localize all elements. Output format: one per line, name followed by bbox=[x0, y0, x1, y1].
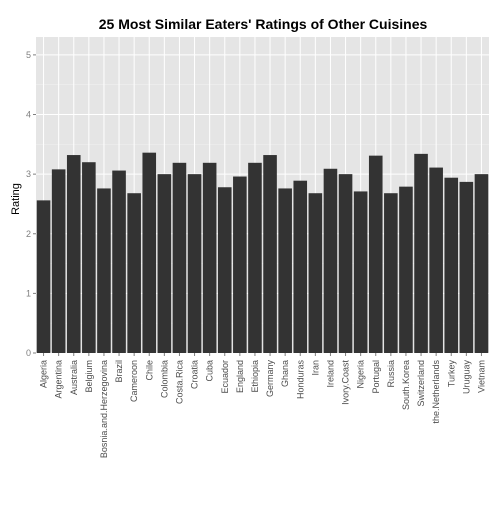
bar bbox=[444, 177, 459, 353]
x-tick-label: Uruguay bbox=[461, 360, 471, 395]
x-tick-label: Chile bbox=[144, 360, 154, 381]
bar bbox=[399, 186, 413, 353]
x-tick-label: Brazil bbox=[114, 360, 124, 383]
bar bbox=[429, 167, 443, 353]
x-tick-label: Ireland bbox=[325, 360, 335, 388]
bar bbox=[233, 176, 247, 353]
bar bbox=[263, 155, 277, 353]
bar bbox=[51, 169, 66, 353]
x-tick-label: Turkey bbox=[446, 360, 456, 388]
x-tick-label: Portugal bbox=[371, 360, 381, 394]
bar bbox=[368, 155, 383, 353]
bar bbox=[82, 162, 96, 353]
x-tick-label: Ecuador bbox=[220, 360, 230, 394]
y-tick-label: 1 bbox=[26, 288, 31, 298]
bar bbox=[338, 174, 353, 353]
x-tick-label: Germany bbox=[265, 360, 275, 398]
x-tick-label: Cuba bbox=[205, 360, 215, 382]
x-tick-label: Cameroon bbox=[129, 360, 139, 402]
bar bbox=[414, 153, 428, 353]
y-axis-label: Rating bbox=[10, 183, 22, 215]
bar bbox=[36, 200, 51, 353]
bar bbox=[459, 181, 474, 353]
bar bbox=[66, 155, 81, 353]
x-tick-label: Ghana bbox=[280, 360, 290, 387]
bar bbox=[187, 174, 202, 353]
x-tick-label: Nigeria bbox=[356, 360, 366, 389]
x-tick-label: Croatia bbox=[190, 360, 200, 389]
bar bbox=[202, 162, 217, 353]
bars bbox=[36, 152, 489, 353]
y-tick-label: 4 bbox=[26, 110, 31, 120]
bar bbox=[278, 188, 292, 353]
bar bbox=[172, 162, 187, 353]
x-tick-label: Russia bbox=[386, 360, 396, 388]
bar bbox=[112, 170, 126, 353]
plot-panel bbox=[36, 37, 489, 353]
y-axis: 0 1 2 3 4 5 bbox=[26, 50, 36, 358]
bar bbox=[308, 193, 323, 353]
bar bbox=[142, 152, 157, 353]
bar bbox=[293, 180, 308, 353]
bar bbox=[384, 193, 398, 353]
x-tick-label: Costa.Rica bbox=[174, 360, 184, 404]
bar bbox=[323, 168, 338, 353]
y-tick-label: 3 bbox=[26, 169, 31, 179]
x-tick-label: Bosnia.and.Herzegovina bbox=[99, 360, 109, 458]
y-tick-label: 2 bbox=[26, 229, 31, 239]
y-tick-label: 0 bbox=[26, 348, 31, 358]
x-tick-label: Colombia bbox=[159, 360, 169, 398]
bar bbox=[127, 193, 141, 353]
x-tick-label: the.Netherlands bbox=[431, 360, 441, 424]
y-tick-label: 5 bbox=[26, 50, 31, 60]
x-tick-label: South.Korea bbox=[401, 360, 411, 410]
x-tick-label: England bbox=[235, 360, 245, 393]
bar bbox=[97, 188, 111, 353]
x-tick-label: Iran bbox=[310, 360, 320, 376]
x-tick-label: Switzerland bbox=[416, 360, 426, 407]
x-tick-label: Argentina bbox=[54, 360, 64, 399]
x-tick-label: Algeria bbox=[39, 360, 49, 388]
bar bbox=[474, 174, 489, 353]
bar bbox=[248, 162, 262, 353]
bar bbox=[217, 187, 232, 353]
x-tick-label: Australia bbox=[69, 360, 79, 395]
x-axis: Algeria Argentina Australia Belgium Bosnia.a… bbox=[39, 353, 486, 458]
bar bbox=[353, 191, 368, 353]
chart-title: 25 Most Similar Eaters' Ratings of Other… bbox=[99, 16, 428, 32]
bar bbox=[157, 174, 172, 353]
x-tick-label: Ethiopia bbox=[250, 360, 260, 393]
x-tick-label: Ivory.Coast bbox=[341, 360, 351, 405]
x-tick-label: Belgium bbox=[84, 360, 94, 393]
x-tick-label: Vietnam bbox=[476, 360, 486, 393]
x-tick-label: Honduras bbox=[295, 360, 305, 400]
